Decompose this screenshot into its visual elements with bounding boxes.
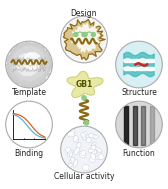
- Circle shape: [84, 121, 89, 125]
- Circle shape: [83, 33, 87, 36]
- Ellipse shape: [83, 164, 89, 171]
- Ellipse shape: [73, 159, 78, 167]
- Circle shape: [6, 41, 52, 88]
- Ellipse shape: [98, 154, 104, 160]
- Polygon shape: [124, 67, 154, 70]
- Ellipse shape: [66, 147, 70, 152]
- Polygon shape: [16, 53, 39, 76]
- Ellipse shape: [68, 163, 72, 167]
- Ellipse shape: [69, 128, 75, 133]
- Circle shape: [6, 101, 52, 148]
- Polygon shape: [150, 106, 154, 145]
- Ellipse shape: [71, 157, 75, 161]
- Ellipse shape: [81, 132, 86, 137]
- Circle shape: [61, 126, 107, 173]
- Polygon shape: [124, 59, 154, 62]
- Ellipse shape: [96, 156, 102, 160]
- Ellipse shape: [74, 137, 79, 142]
- Circle shape: [116, 41, 162, 88]
- Text: Structure: Structure: [121, 88, 157, 97]
- Ellipse shape: [74, 147, 80, 154]
- Circle shape: [82, 96, 86, 100]
- Polygon shape: [67, 71, 103, 97]
- Text: Template: Template: [12, 88, 47, 97]
- Ellipse shape: [92, 144, 97, 150]
- Polygon shape: [133, 106, 137, 145]
- Polygon shape: [12, 46, 46, 81]
- Text: GB1: GB1: [75, 80, 93, 89]
- Ellipse shape: [67, 149, 72, 154]
- Text: Function: Function: [123, 149, 155, 158]
- Ellipse shape: [79, 151, 86, 158]
- Polygon shape: [124, 60, 154, 68]
- Polygon shape: [116, 41, 162, 88]
- Ellipse shape: [69, 159, 77, 164]
- Ellipse shape: [90, 156, 96, 163]
- Ellipse shape: [70, 152, 73, 157]
- Circle shape: [74, 33, 78, 36]
- Text: Cellular activity: Cellular activity: [54, 173, 114, 181]
- Ellipse shape: [88, 148, 95, 153]
- Polygon shape: [24, 52, 41, 70]
- Polygon shape: [61, 16, 107, 63]
- Ellipse shape: [94, 149, 98, 153]
- Ellipse shape: [67, 150, 73, 157]
- Ellipse shape: [73, 136, 78, 142]
- Text: Binding: Binding: [14, 149, 44, 158]
- Ellipse shape: [71, 157, 75, 161]
- Polygon shape: [6, 101, 52, 148]
- Ellipse shape: [91, 142, 96, 146]
- Ellipse shape: [82, 135, 86, 140]
- Polygon shape: [141, 106, 145, 145]
- Ellipse shape: [90, 147, 97, 154]
- Ellipse shape: [76, 142, 81, 148]
- Polygon shape: [124, 69, 154, 77]
- Polygon shape: [124, 52, 154, 60]
- Ellipse shape: [86, 138, 91, 143]
- Ellipse shape: [93, 135, 98, 139]
- Polygon shape: [6, 42, 52, 87]
- Ellipse shape: [91, 145, 96, 150]
- Ellipse shape: [95, 147, 102, 153]
- Circle shape: [82, 33, 86, 36]
- Ellipse shape: [83, 132, 87, 135]
- Circle shape: [91, 33, 95, 36]
- Polygon shape: [116, 101, 162, 148]
- Circle shape: [61, 16, 107, 63]
- Circle shape: [116, 101, 162, 148]
- Polygon shape: [64, 19, 105, 60]
- Polygon shape: [71, 23, 100, 52]
- Polygon shape: [61, 126, 107, 173]
- Ellipse shape: [91, 153, 96, 160]
- Ellipse shape: [81, 150, 86, 156]
- Ellipse shape: [88, 133, 95, 138]
- Ellipse shape: [67, 132, 75, 137]
- Text: Design: Design: [71, 9, 97, 18]
- Polygon shape: [124, 106, 128, 145]
